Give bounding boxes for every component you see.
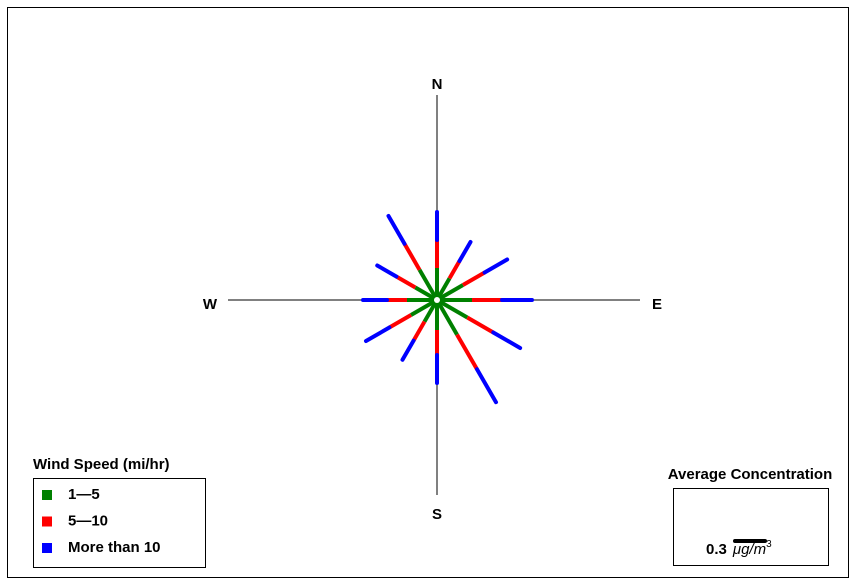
rose-segment <box>475 367 498 405</box>
scale-unit: μg/m <box>732 541 766 558</box>
rose-segment <box>435 277 452 302</box>
compass-label: N <box>432 76 443 93</box>
legend-label: 5—10 <box>68 512 108 529</box>
rose-segment <box>461 270 486 287</box>
rose-segment <box>400 338 416 362</box>
rose-segment <box>422 298 439 323</box>
legend-swatch <box>42 490 52 500</box>
rose-segment <box>388 313 413 330</box>
rose-segment <box>395 274 417 290</box>
rose-segment <box>363 325 392 343</box>
rose-segment <box>414 285 439 302</box>
compass-label: S <box>432 506 442 523</box>
rose-segment <box>447 260 462 280</box>
rose-segment <box>417 268 439 302</box>
rose-segment <box>491 330 523 350</box>
scale-title: Average Concentration <box>668 466 832 483</box>
scale-value: 0.3 <box>706 541 727 558</box>
legend-swatch <box>42 516 52 527</box>
rose-segment <box>435 299 459 336</box>
scale-label: 0.3 μg/m3 <box>706 539 772 558</box>
rose-segment <box>410 298 438 317</box>
rose-segment <box>457 239 473 264</box>
legend-label: More than 10 <box>68 539 161 556</box>
rose-segment <box>411 320 427 342</box>
rose-segment <box>466 315 495 335</box>
legend-box <box>33 478 206 568</box>
rose-segment <box>435 298 469 320</box>
center <box>434 297 440 303</box>
legend-swatch <box>42 543 52 553</box>
legend-label: 1—5 <box>68 486 100 503</box>
rose-segment <box>402 242 422 271</box>
rose-segment <box>375 263 399 279</box>
compass-label: E <box>652 296 662 313</box>
rose-segment <box>436 283 464 302</box>
rose-segment <box>386 213 407 246</box>
rose-segment <box>482 257 510 275</box>
scale-box <box>673 488 829 566</box>
frame <box>7 7 849 578</box>
legend-title: Wind Speed (mi/hr) <box>33 456 170 473</box>
rose-segment <box>455 333 479 371</box>
scale-unit-power: 3 <box>766 539 772 550</box>
compass-label: W <box>203 296 218 313</box>
